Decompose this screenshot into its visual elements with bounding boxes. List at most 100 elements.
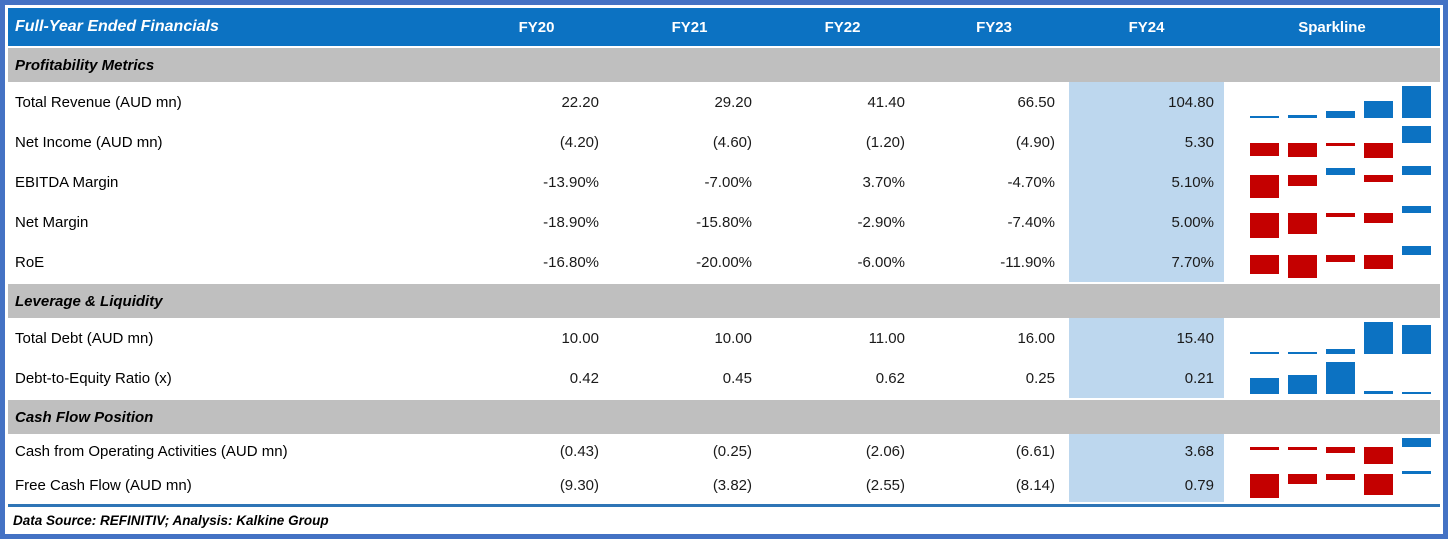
sparkline-bar [1402,246,1431,255]
value-cell-fy20: -13.90% [543,173,599,191]
sparkline-bar [1288,351,1317,354]
section-title: Leverage & Liquidity [15,292,163,310]
value-cell-fy21: 10.00 [714,329,752,347]
sparkline-bar [1326,447,1355,453]
sparkline-bar [1326,473,1355,481]
table-row: Total Revenue (AUD mn) 22.20 29.20 41.40 66.… [8,82,1440,122]
value-cell-fy22: -6.00% [857,253,905,271]
value-cell-fy23: -11.90% [1000,253,1055,271]
value-cell-fy22: (2.06) [865,442,905,460]
sparkline-bar [1288,212,1317,234]
table-row: EBITDA Margin -13.90% -7.00% 3.70% -4.70% 5.1… [8,162,1440,202]
sparkline-bar [1402,325,1431,354]
value-cell-fy20: (0.43) [559,442,599,460]
value-cell-fy21: 0.45 [722,369,752,387]
value-cell-fy21: -7.00% [704,173,752,191]
value-cell-fy22: (1.20) [865,133,905,151]
column-header-fy22: FY22 [824,18,861,36]
sparkline-bar [1288,375,1317,394]
sparkline-bar [1402,471,1431,474]
value-cell-fy23: (6.61) [1015,442,1055,460]
sparkline-bar [1288,254,1317,278]
sparkline-bar [1364,254,1393,269]
sparkline-bar [1326,348,1355,354]
value-cell-fy21: 29.20 [714,93,752,111]
value-cell-fy23: 16.00 [1017,329,1055,347]
table-header-row: Full-Year Ended Financials FY20 FY21 FY2… [8,8,1440,46]
value-cell-fy20: 10.00 [561,329,599,347]
metric-label: Net Margin [15,213,89,231]
value-cell-fy22: 41.40 [867,93,905,111]
value-cell-fy22: 3.70% [862,173,905,191]
sparkline-bar [1364,142,1393,158]
table-row: Net Margin -18.90% -15.80% -2.90% -7.40% 5.00… [8,202,1440,242]
sparkline-bar [1364,212,1393,223]
value-cell-fy23: -4.70% [1007,173,1055,191]
section-header: Profitability Metrics [8,48,1440,82]
metric-label: Debt-to-Equity Ratio (x) [15,369,172,387]
value-cell-fy22: 11.00 [868,329,905,347]
sparkline [1224,468,1440,502]
sparkline [1224,434,1440,468]
metric-label: Net Income (AUD mn) [15,133,163,151]
sparkline-bar [1250,142,1279,156]
metric-label: EBITDA Margin [15,173,119,191]
sparkline-bar [1402,86,1431,118]
value-cell-fy24: 104.80 [1069,82,1224,122]
value-cell-fy22: 0.62 [875,369,905,387]
value-cell-fy24: 0.21 [1069,358,1224,398]
sparkline-bar [1250,115,1279,118]
value-cell-fy20: (4.20) [559,133,599,151]
value-cell-fy23: 0.25 [1025,369,1055,387]
data-source-note: Data Source: REFINITIV; Analysis: Kalkin… [8,507,1440,533]
footer-divider [8,504,1440,507]
metric-label: Total Revenue (AUD mn) [15,93,182,111]
sparkline-bar [1402,391,1431,394]
sparkline-bar [1402,206,1431,213]
sparkline-bar [1250,174,1279,198]
sparkline-bar [1250,212,1279,238]
table-row: Debt-to-Equity Ratio (x) 0.42 0.45 0.62 0.25… [8,358,1440,398]
sparkline [1224,242,1440,282]
table-row: Cash from Operating Activities (AUD mn) (… [8,434,1440,468]
value-cell-fy22: -2.90% [857,213,905,231]
value-cell-fy23: -7.40% [1007,213,1055,231]
sparkline-bar [1326,168,1355,175]
value-cell-fy20: 0.42 [569,369,599,387]
sparkline-bar [1326,254,1355,262]
value-cell-fy24: 5.00% [1069,202,1224,242]
sparkline [1224,122,1440,162]
column-header-fy21: FY21 [671,18,708,36]
table-row: Total Debt (AUD mn) 10.00 10.00 11.00 16.00 1… [8,318,1440,358]
sparkline-bar [1250,351,1279,354]
sparkline-bar [1288,473,1317,484]
sparkline [1224,82,1440,122]
sparkline-bar [1364,390,1393,394]
sparkline-bar [1364,322,1393,354]
sparkline-bar [1364,100,1393,118]
sparkline-bar [1326,142,1355,147]
value-cell-fy21: -15.80% [696,213,752,231]
value-cell-fy24: 3.68 [1069,434,1224,468]
sparkline-bar [1250,254,1279,275]
table-row: Free Cash Flow (AUD mn) (9.30) (3.82) (2.55… [8,468,1440,502]
sparkline [1224,318,1440,358]
column-header-fy24: FY24 [1128,18,1165,36]
table-title: Full-Year Ended Financials [15,18,219,35]
column-header-sparkline: Sparkline [1298,18,1366,36]
table-row: RoE -16.80% -20.00% -6.00% -11.90% 7.70% [8,242,1440,282]
section-header: Leverage & Liquidity [8,284,1440,318]
table-row: Net Income (AUD mn) (4.20) (4.60) (1.20) (4.… [8,122,1440,162]
value-cell-fy20: -18.90% [543,213,599,231]
column-header-fy23: FY23 [976,18,1012,36]
value-cell-fy24: 7.70% [1069,242,1224,282]
sparkline [1224,162,1440,202]
value-cell-fy21: (0.25) [712,442,752,460]
table-body: Profitability Metrics Total Revenue (AUD … [8,48,1440,502]
sparkline-bar [1250,473,1279,499]
value-cell-fy23: (8.14) [1015,476,1055,494]
sparkline-bar [1288,447,1317,450]
column-header-fy20: FY20 [518,18,555,36]
sparkline-bar [1250,377,1279,394]
